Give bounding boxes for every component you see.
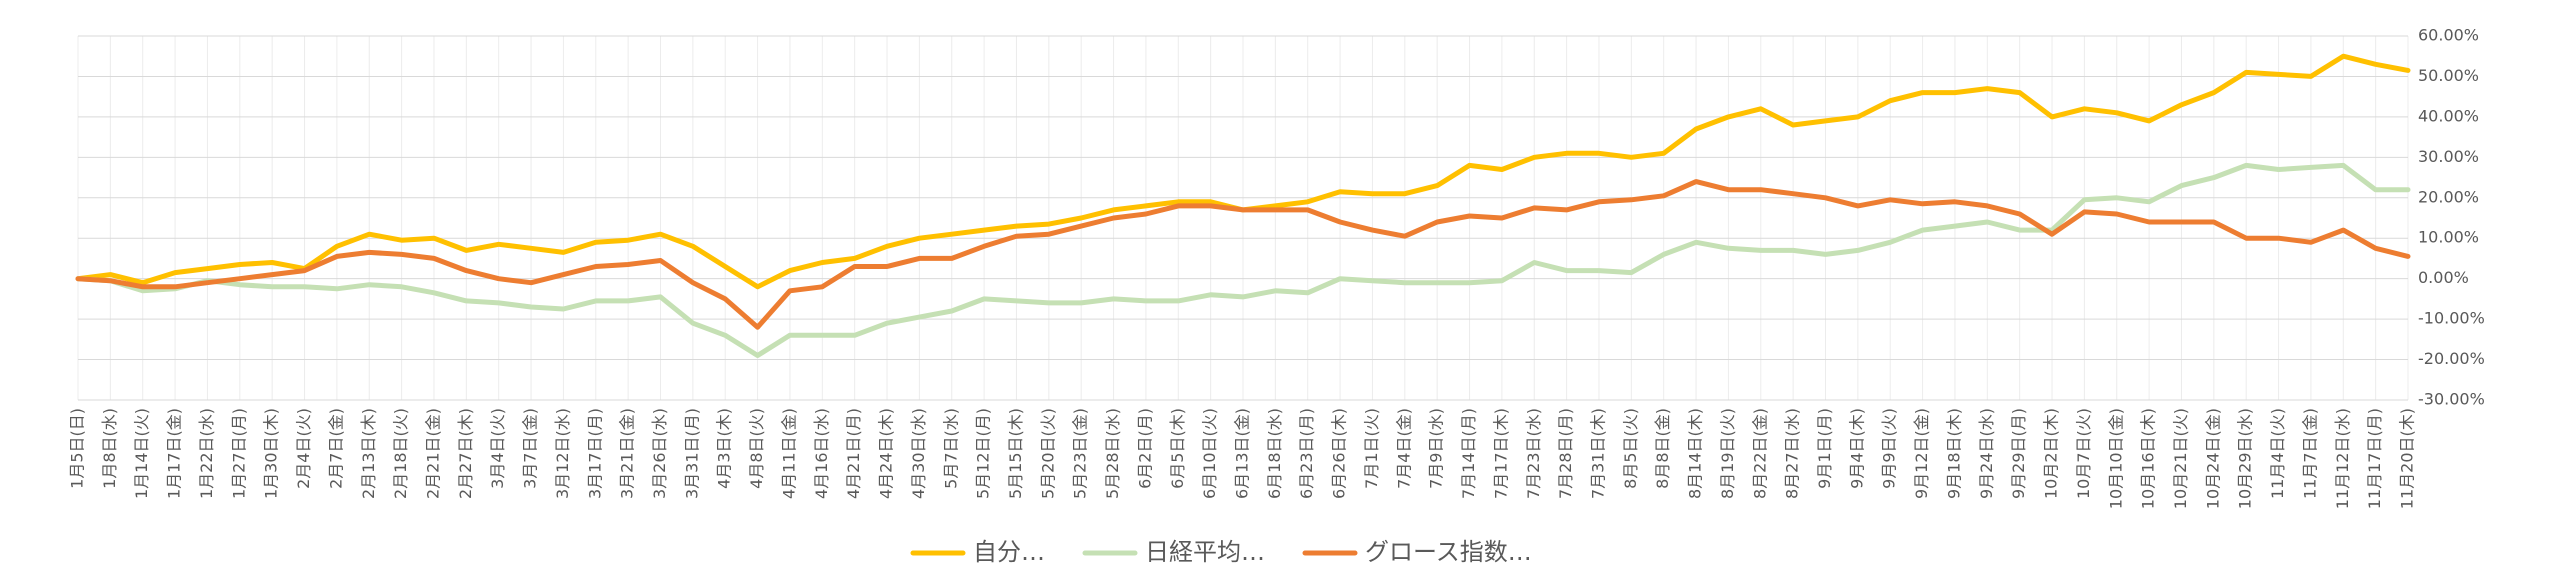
y-tick-label: 60.00% xyxy=(2418,26,2479,45)
x-tick-label: 7月1日(火) xyxy=(1362,408,1381,489)
x-tick-label: 7月28日(月) xyxy=(1556,408,1575,499)
x-tick-label: 2月18日(火) xyxy=(391,408,410,499)
x-tick-label: 7月9日(水) xyxy=(1427,408,1446,489)
x-tick-label: 1月22日(水) xyxy=(197,408,216,499)
x-tick-label: 8月27日(水) xyxy=(1783,408,1802,499)
x-tick-label: 3月7日(金) xyxy=(521,408,540,489)
x-tick-label: 8月19日(火) xyxy=(1718,408,1737,499)
x-tick-label: 3月31日(月) xyxy=(682,408,701,499)
x-tick-label: 5月7日(水) xyxy=(941,408,960,489)
x-tick-label: 3月4日(火) xyxy=(488,408,507,489)
y-tick-label: 20.00% xyxy=(2418,187,2479,206)
x-tick-label: 6月10日(火) xyxy=(1200,408,1219,499)
x-tick-label: 4月30日(水) xyxy=(909,408,928,499)
x-tick-label: 7月23日(水) xyxy=(1524,408,1543,499)
x-tick-label: 1月27日(月) xyxy=(229,408,248,499)
x-tick-label: 7月17日(木) xyxy=(1491,408,1510,499)
y-tick-label: 50.00% xyxy=(2418,66,2479,85)
y-tick-label: -10.00% xyxy=(2418,309,2485,328)
x-tick-label: 9月4日(木) xyxy=(1847,408,1866,489)
x-tick-label: 9月18日(木) xyxy=(1944,408,1963,499)
x-tick-label: 9月24日(水) xyxy=(1977,408,1996,499)
legend-label: 自分… xyxy=(973,538,1045,566)
x-tick-label: 6月5日(木) xyxy=(1168,408,1187,489)
y-tick-label: 40.00% xyxy=(2418,106,2479,125)
x-tick-label: 11月4日(火) xyxy=(2268,408,2287,499)
x-tick-label: 2月7日(金) xyxy=(326,408,345,489)
legend-label: グロース指数… xyxy=(1365,538,1532,566)
x-tick-label: 6月26日(木) xyxy=(1330,408,1349,499)
x-tick-label: 9月29日(月) xyxy=(2009,408,2028,499)
x-tick-label: 1月17日(金) xyxy=(165,408,184,499)
x-tick-label: 10月7日(火) xyxy=(2074,408,2093,499)
x-tick-label: 11月17日(月) xyxy=(2365,408,2384,509)
series-line xyxy=(75,179,2411,330)
x-tick-label: 6月18日(水) xyxy=(1265,408,1284,499)
x-tick-label: 4月11日(金) xyxy=(779,408,798,499)
x-tick-label: 4月3日(木) xyxy=(715,408,734,489)
x-tick-label: 4月8日(火) xyxy=(747,408,766,489)
x-tick-label: 4月24日(木) xyxy=(877,408,896,499)
x-tick-label: 7月4日(金) xyxy=(1394,408,1413,489)
x-tick-label: 10月16日(木) xyxy=(2139,408,2158,509)
y-tick-label: 0.00% xyxy=(2418,268,2469,287)
y-tick-label: -30.00% xyxy=(2418,390,2485,409)
x-tick-label: 8月22日(金) xyxy=(1750,408,1769,499)
x-tick-label: 3月17日(月) xyxy=(585,408,604,499)
x-tick-label: 5月20日(火) xyxy=(1038,408,1057,499)
x-tick-label: 2月27日(木) xyxy=(456,408,475,499)
y-tick-label: 10.00% xyxy=(2418,228,2479,247)
x-tick-label: 5月15日(木) xyxy=(1006,408,1025,499)
legend-label: 日経平均… xyxy=(1145,538,1265,566)
x-tick-label: 10月29日(水) xyxy=(2236,408,2255,509)
x-tick-label: 6月23日(月) xyxy=(1297,408,1316,499)
x-tick-label: 9月1日(月) xyxy=(1815,408,1834,489)
x-tick-label: 9月9日(火) xyxy=(1880,408,1899,489)
x-tick-label: 3月12日(水) xyxy=(553,408,572,499)
x-tick-label: 6月13日(金) xyxy=(1233,408,1252,499)
x-tick-label: 8月5日(火) xyxy=(1621,408,1640,489)
x-tick-label: 8月8日(金) xyxy=(1653,408,1672,489)
x-tick-label: 6月2日(月) xyxy=(1135,408,1154,489)
x-tick-label: 7月14日(月) xyxy=(1459,408,1478,499)
x-tick-label: 11月12日(水) xyxy=(2333,408,2352,509)
x-tick-label: 2月13日(木) xyxy=(359,408,378,499)
x-tick-label: 11月20日(木) xyxy=(2398,408,2417,509)
x-tick-label: 4月16日(水) xyxy=(812,408,831,499)
x-tick-label: 2月4日(火) xyxy=(294,408,313,489)
x-tick-label: 5月12日(月) xyxy=(974,408,993,499)
x-tick-label: 8月14日(木) xyxy=(1686,408,1705,499)
x-tick-label: 1月8日(水) xyxy=(100,408,119,489)
x-tick-label: 3月26日(水) xyxy=(650,408,669,499)
series-line xyxy=(75,162,2411,358)
x-tick-label: 10月2日(木) xyxy=(2042,408,2061,499)
x-tick-label: 1月30日(木) xyxy=(262,408,281,499)
y-tick-label: 30.00% xyxy=(2418,147,2479,166)
x-tick-label: 7月31日(木) xyxy=(1588,408,1607,499)
x-tick-label: 10月21日(火) xyxy=(2171,408,2190,509)
x-tick-label: 4月21日(月) xyxy=(844,408,863,499)
x-tick-label: 5月23日(金) xyxy=(1071,408,1090,499)
x-tick-label: 11月7日(金) xyxy=(2300,408,2319,499)
x-tick-label: 5月28日(水) xyxy=(1103,408,1122,499)
x-tick-label: 10月24日(金) xyxy=(2203,408,2222,509)
x-tick-label: 1月5日(日) xyxy=(68,408,87,489)
x-tick-label: 2月21日(金) xyxy=(423,408,442,499)
x-tick-label: 9月12日(金) xyxy=(1912,408,1931,499)
x-tick-label: 3月21日(金) xyxy=(618,408,637,499)
y-tick-label: -20.00% xyxy=(2418,349,2485,368)
x-tick-label: 1月14日(火) xyxy=(132,408,151,499)
x-tick-label: 10月10日(金) xyxy=(2106,408,2125,509)
